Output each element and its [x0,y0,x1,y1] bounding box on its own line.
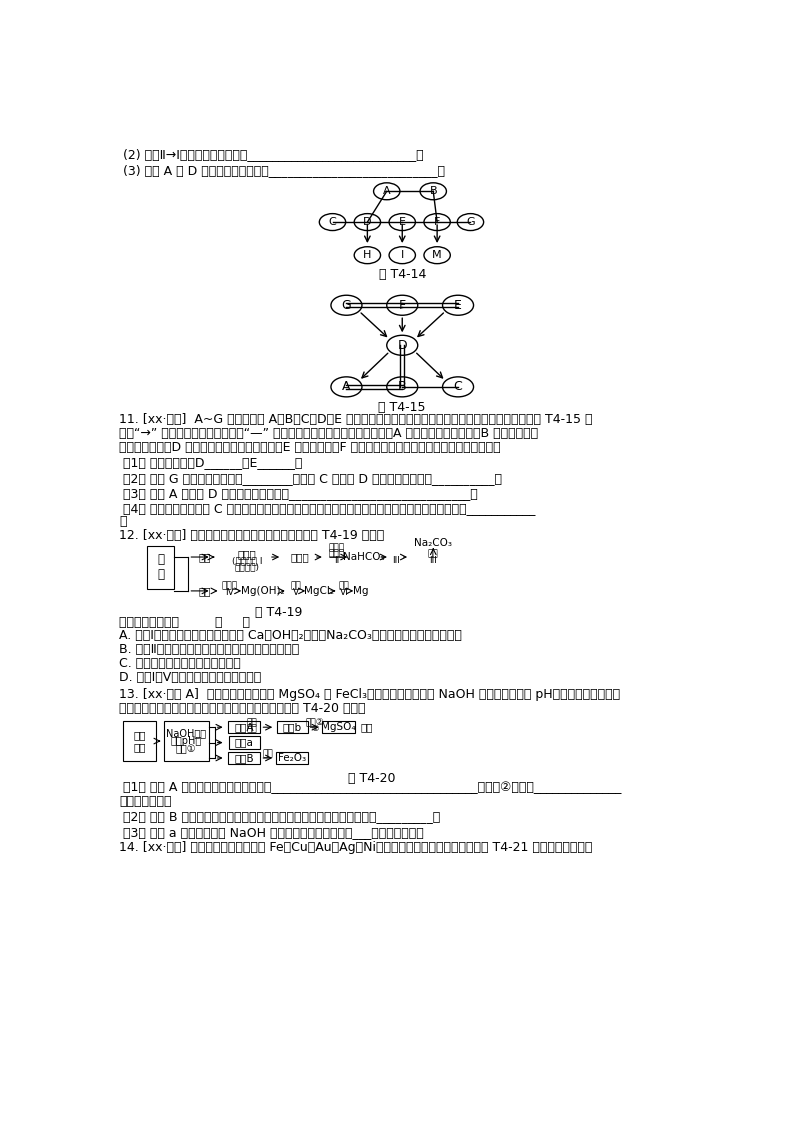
Text: 13. [xx·重庆 A]  某工厂的废水中含有 MgSO₄ 和 FeCl₃，技术人员逐渐加入 NaOH 溶液调节废水的 pH，先后分离出两种沉: 13. [xx·重庆 A] 某工厂的废水中含有 MgSO₄ 和 FeCl₃，技术… [119,688,621,701]
Text: B: B [398,380,406,393]
Text: 图 T4-20: 图 T4-20 [347,772,395,784]
Text: VI: VI [340,588,349,597]
Text: 工厂
废水: 工厂 废水 [134,730,146,752]
Text: E: E [454,299,462,311]
Text: 操作②: 操作② [306,718,324,727]
FancyBboxPatch shape [163,721,209,761]
Text: MgSO₄: MgSO₄ [322,722,356,732]
Text: （3） 物质 A 和物质 D 反应的化学方程式是_____________________________。: （3） 物质 A 和物质 D 反应的化学方程式是________________… [119,487,478,500]
Text: D: D [398,338,407,352]
Text: 溶液: 溶液 [246,724,258,734]
Text: 14. [xx·咏宁] 某种手机电路板中含有 Fe、Cu、Au、Ag、Ni（镁，銀白色金属）等金属，如图 T4-21 是某工厂回收部分: 14. [xx·咏宁] 某种手机电路板中含有 Fe、Cu、Au、Ag、Ni（镁，… [119,841,593,855]
Text: 某酸: 某酸 [246,718,258,727]
Text: M: M [432,250,442,260]
Text: H: H [363,250,371,260]
Text: (含氯化镁 I: (含氯化镁 I [232,557,262,565]
Text: 碳酸化: 碳酸化 [328,549,345,558]
Text: E: E [398,217,406,228]
Text: 加热: 加热 [262,749,273,758]
Text: 和氯化钙): 和氯化钙) [234,563,260,572]
Text: C: C [454,380,462,393]
Text: 即可停止加热。: 即可停止加热。 [119,795,172,808]
Text: 11. [xx·东营]  A~G 是纯净物且 A、B、C、D、E 是初中化学中常见的不同类别的物质。它们之间的关系如图 T4-15 所: 11. [xx·东营] A~G 是纯净物且 A、B、C、D、E 是初中化学中常见… [119,413,593,426]
Text: 淠，并通过系列处理得到有价值的产品。操作流程如图 T4-20 所示：: 淠，并通过系列处理得到有价值的产品。操作流程如图 T4-20 所示： [119,702,366,714]
Text: A. 流程Ⅰ中依次向粗盐水中加入过量 Ca（OH）₂溶液、Na₂CO₃溶液和适量稀盐酸去除杂质: A. 流程Ⅰ中依次向粗盐水中加入过量 Ca（OH）₂溶液、Na₂CO₃溶液和适量… [119,629,462,643]
Text: 操作①: 操作① [176,744,196,754]
Text: （2） 固体 B 加热的产品是两种常见氧化物，则另一种氧化物的化学式为_________。: （2） 固体 B 加热的产品是两种常见氧化物，则另一种氧化物的化学式为_____… [119,811,441,823]
Text: 石灰乳: 石灰乳 [222,581,238,590]
Text: 吸氨、: 吸氨、 [328,543,345,552]
Text: Mg: Mg [353,586,368,595]
FancyBboxPatch shape [228,721,261,734]
Text: 图 T4-15: 图 T4-15 [378,401,426,413]
Text: F: F [434,217,440,228]
Text: Fe₂O₃: Fe₂O₃ [278,753,306,763]
Text: 图 T4-14: 图 T4-14 [378,268,426,281]
Text: B: B [430,187,437,196]
Text: 图 T4-19: 图 T4-19 [254,607,302,619]
Text: B. 流程Ⅱ吸氨是使溶液呢碱性，有利于吸收二氧化碳: B. 流程Ⅱ吸氨是使溶液呢碱性，有利于吸收二氧化碳 [119,643,300,657]
Text: 通电: 通电 [338,581,350,590]
FancyBboxPatch shape [228,752,261,764]
Text: 下列说法错误的是         （     ）: 下列说法错误的是 （ ） [119,616,250,628]
Text: （3） 溶液 a 除了可能含有 NaOH 外，还一定含有的离子是___（填化学式）。: （3） 溶液 a 除了可能含有 NaOH 外，还一定含有的离子是___（填化学式… [119,825,424,839]
Text: III: III [430,556,437,565]
Text: C. 上述流程涉及三种基本反应类型: C. 上述流程涉及三种基本反应类型 [119,658,241,670]
Text: Na₂CO₃: Na₂CO₃ [414,538,452,548]
Text: 固体A: 固体A [234,722,254,732]
Text: A: A [383,187,390,196]
Text: （2） 物质 G 所属的物质类别是________；物质 C 与物质 D 反应的基本类型是__________。: （2） 物质 G 所属的物质类别是________；物质 C 与物质 D 反应的… [119,472,502,484]
Text: 母液: 母液 [198,586,211,595]
Text: 溶液b: 溶液b [282,722,302,732]
Text: D: D [363,217,372,228]
Text: D. 流程Ⅰ、Ⅴ是通过化学方法富集氯化镁: D. 流程Ⅰ、Ⅴ是通过化学方法富集氯化镁 [119,671,262,684]
Text: 盐酸: 盐酸 [290,581,302,590]
Text: 12. [xx·泰安] 从海水中制备纯碱和金属镁的流程如图 T4-19 所示：: 12. [xx·泰安] 从海水中制备纯碱和金属镁的流程如图 T4-19 所示： [119,529,385,541]
Text: 加热: 加热 [428,549,438,558]
Text: 示（“→” 表示物质间的转化关系，“—” 表示两端的物质能发生化学反应）。A 是草木灰的主要成分，B 是光合作用不: 示（“→” 表示物质间的转化关系，“—” 表示两端的物质能发生化学反应）。A 是… [119,427,538,440]
Text: 。: 。 [119,515,127,528]
FancyBboxPatch shape [123,721,156,761]
Text: 粗盐: 粗盐 [198,552,211,561]
FancyBboxPatch shape [146,547,174,589]
Text: C: C [329,217,336,228]
Text: 可缺少的物质，D 是由两种元素组成的化合物，E 是黑色粉末，F 是未来最理想的清洁能源，请回答下列问题。: 可缺少的物质，D 是由两种元素组成的化合物，E 是黑色粉末，F 是未来最理想的清… [119,440,501,454]
Text: （1） 写出化学式：D______，E______。: （1） 写出化学式：D______，E______。 [119,456,302,469]
Text: IV: IV [225,588,234,597]
Text: V: V [293,588,299,597]
Text: 精盐水: 精盐水 [290,552,310,561]
Text: (3) 写出 A 与 D 反应的化学方程式：___________________________。: (3) 写出 A 与 D 反应的化学方程式：__________________… [123,163,446,177]
Text: II: II [334,556,339,565]
Text: 粗盐水: 粗盐水 [238,549,257,559]
Text: Mg(OH)₂: Mg(OH)₂ [241,586,285,595]
Text: 固体: 固体 [361,722,373,732]
Text: （1） 固体 A 与某酸反应的化学方程式为_________________________________。操作②时，当______________: （1） 固体 A 与某酸反应的化学方程式为___________________… [119,781,622,795]
Text: 调节pH，: 调节pH， [170,736,202,746]
Text: MgCl₂: MgCl₂ [304,586,334,595]
Text: (2) 写出Ⅱ→Ⅰ反应的化学方程式：___________________________。: (2) 写出Ⅱ→Ⅰ反应的化学方程式：______________________… [123,148,424,161]
Text: NaOH溶液: NaOH溶液 [166,728,206,738]
Text: ②: ② [311,724,318,734]
Text: I: I [401,250,404,260]
Text: 溶液a: 溶液a [234,738,254,747]
Text: 海
水: 海 水 [157,554,164,582]
Text: III: III [392,556,400,565]
FancyBboxPatch shape [322,721,355,734]
FancyBboxPatch shape [277,721,308,734]
FancyBboxPatch shape [229,737,260,748]
FancyBboxPatch shape [276,752,309,764]
Text: F: F [398,299,406,311]
Text: G: G [466,217,474,228]
Text: 固体B: 固体B [234,753,254,763]
Text: G: G [342,299,351,311]
Text: （4） 古代常将草木灰与 C 溶液混合，滤取反应后清液作漂洗的洗涤剂。写出此反应的化学方程式：___________: （4） 古代常将草木灰与 C 溶液混合，滤取反应后清液作漂洗的洗涤剂。写出此反应… [119,503,536,515]
Text: NaHCO₃: NaHCO₃ [343,552,385,561]
Text: A: A [342,380,350,393]
